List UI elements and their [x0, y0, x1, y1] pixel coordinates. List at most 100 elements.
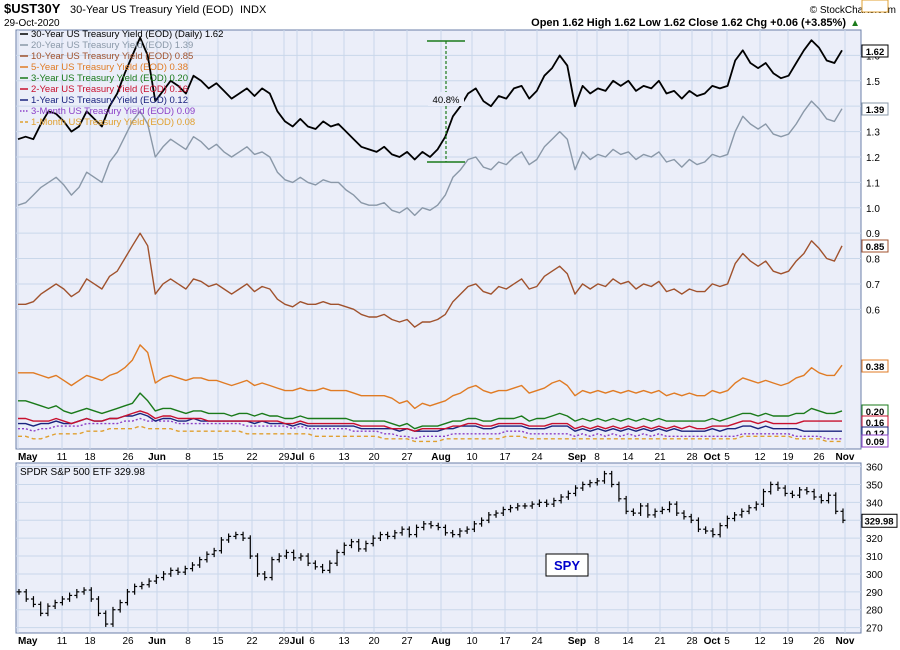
- spy-price-bar: [291, 549, 297, 561]
- spy-price-bar: [826, 492, 832, 504]
- spy-price-bar: [623, 495, 629, 515]
- spy-price-bar: [703, 526, 709, 534]
- x-tick-label: Aug: [431, 636, 450, 647]
- exchange-label: INDX: [240, 4, 267, 16]
- spy-price-bar: [197, 556, 203, 568]
- spy-price-bar: [479, 517, 485, 527]
- spy-price-bar: [695, 517, 701, 533]
- spy-price-bar: [471, 520, 477, 533]
- spy-price-bar: [601, 470, 607, 484]
- spy-price-bar: [724, 515, 730, 529]
- x-tick-label: 27: [401, 452, 413, 463]
- yield-legend: 30-Year US Treasury Yield (EOD) (Daily) …: [20, 29, 223, 128]
- spy-price-bar: [406, 526, 412, 538]
- spy-price-bar: [536, 499, 542, 508]
- legend-entry: 30-Year US Treasury Yield (EOD) (Daily) …: [31, 29, 223, 40]
- spy-price-bar: [414, 524, 420, 538]
- legend-entry: 2-Year US Treasury Yield (EOD) 0.16: [31, 84, 188, 95]
- x-tick-label: 20: [368, 636, 380, 647]
- x-tick-label: 10: [466, 452, 478, 463]
- spy-price-bar: [789, 490, 795, 499]
- series-line-m1: [18, 425, 842, 443]
- x-tick-label: May: [18, 636, 38, 647]
- spy-price-bar: [392, 529, 398, 540]
- spy-price-bar: [88, 587, 94, 602]
- spy-price-bar: [30, 596, 36, 608]
- last-value-box: [861, 359, 889, 373]
- x-tick-label: Nov: [836, 452, 855, 463]
- spy-price-bar: [464, 526, 470, 534]
- x-tick-label: 14: [622, 452, 634, 463]
- spy-price-bar: [775, 481, 781, 491]
- y-tick-label: 1.3: [866, 128, 880, 139]
- x-tick-label: 19: [782, 636, 794, 647]
- spy-price-bar: [67, 592, 73, 602]
- x-tick-label: 8: [594, 452, 600, 463]
- spy-price-bar: [840, 508, 846, 524]
- x-tick-label: Jul: [290, 452, 305, 463]
- spy-badge-label: SPY: [554, 558, 580, 573]
- last-value-label: 1.62: [866, 47, 885, 58]
- legend-entry: 20-Year US Treasury Yield (EOD) 1.39: [31, 40, 193, 51]
- spy-price-bar: [385, 531, 391, 540]
- yield-panel: 0.60.70.80.91.01.11.21.31.41.51.6 30-Yea…: [15, 0, 889, 450]
- spy-price-bar: [717, 522, 723, 538]
- date-axis-middle: May 11 18 26 Jun 8 15 22 29 Jul 6 13 20 27 Aug 10 17 24 Se…: [18, 452, 855, 463]
- x-tick-label: 6: [309, 636, 315, 647]
- x-tick-label: 24: [531, 452, 543, 463]
- spy-price-bar: [255, 553, 261, 577]
- last-value-label: 0.38: [866, 362, 885, 373]
- annotation-label-bg: [428, 92, 464, 106]
- spy-price-bar: [269, 556, 275, 581]
- spy-price-bar: [580, 481, 586, 491]
- spy-badge-box: [545, 553, 589, 577]
- spy-price-bar: [189, 562, 195, 572]
- spy-price-bar: [377, 531, 383, 542]
- legend-entry: 3-Year US Treasury Yield (EOD) 0.20: [31, 73, 188, 84]
- spy-price-bar: [327, 560, 333, 574]
- series-line-ust30: [17, 36, 843, 161]
- legend-entry: 10-Year US Treasury Yield (EOD) 0.85: [31, 51, 193, 62]
- last-value-label: 0.85: [866, 242, 885, 253]
- spy-last-value-text: 329.98: [864, 516, 893, 527]
- x-tick-label: Sep: [568, 636, 586, 647]
- spy-price-bar: [710, 528, 716, 538]
- x-tick-label: May: [18, 452, 38, 463]
- y-tick-label: 1.1: [866, 178, 880, 189]
- spy-price-bar: [334, 549, 340, 567]
- spy-price-bar: [356, 538, 362, 552]
- x-tick-label: 15: [212, 452, 224, 463]
- last-value-box: [861, 44, 889, 58]
- x-tick-label: 18: [84, 452, 96, 463]
- series-line-ust2: [18, 410, 842, 432]
- spy-price-bar: [218, 537, 224, 554]
- last-value-label: 0.09: [866, 437, 885, 448]
- spy-price-bar: [529, 501, 535, 509]
- x-tick-label: 22: [246, 636, 258, 647]
- yield-last-value-labels: 1.621.390.850.380.200.160.120.09: [861, 0, 889, 448]
- x-tick-label: 28: [686, 452, 698, 463]
- spy-price-bar: [233, 531, 239, 540]
- x-tick-label: 17: [499, 636, 511, 647]
- spy-price-bar: [551, 497, 557, 508]
- y-tick-label: 1.5: [866, 77, 880, 88]
- spy-price-bar: [630, 508, 636, 516]
- y-tick-label: 290: [866, 588, 883, 599]
- spy-price-bar: [132, 583, 138, 595]
- spy-price-bar: [493, 510, 499, 518]
- spy-price-bar: [442, 524, 448, 536]
- spy-price-bar: [204, 551, 210, 563]
- spy-price-bar: [544, 499, 550, 508]
- x-tick-label: 26: [122, 636, 134, 647]
- x-tick-label: 12: [754, 452, 766, 463]
- series-line-ust1: [18, 412, 842, 432]
- percent-change-annotation: 40.8%: [427, 40, 465, 163]
- y-tick-label: 0.6: [866, 305, 880, 316]
- y-tick-label: 1.2: [866, 153, 880, 164]
- y-tick-label: 270: [866, 624, 883, 635]
- spy-price-bar: [508, 504, 514, 513]
- series-line-ust20: [17, 100, 843, 217]
- spy-price-bar: [486, 512, 492, 524]
- x-tick-label: 29: [278, 452, 290, 463]
- x-tick-label: 29: [278, 636, 290, 647]
